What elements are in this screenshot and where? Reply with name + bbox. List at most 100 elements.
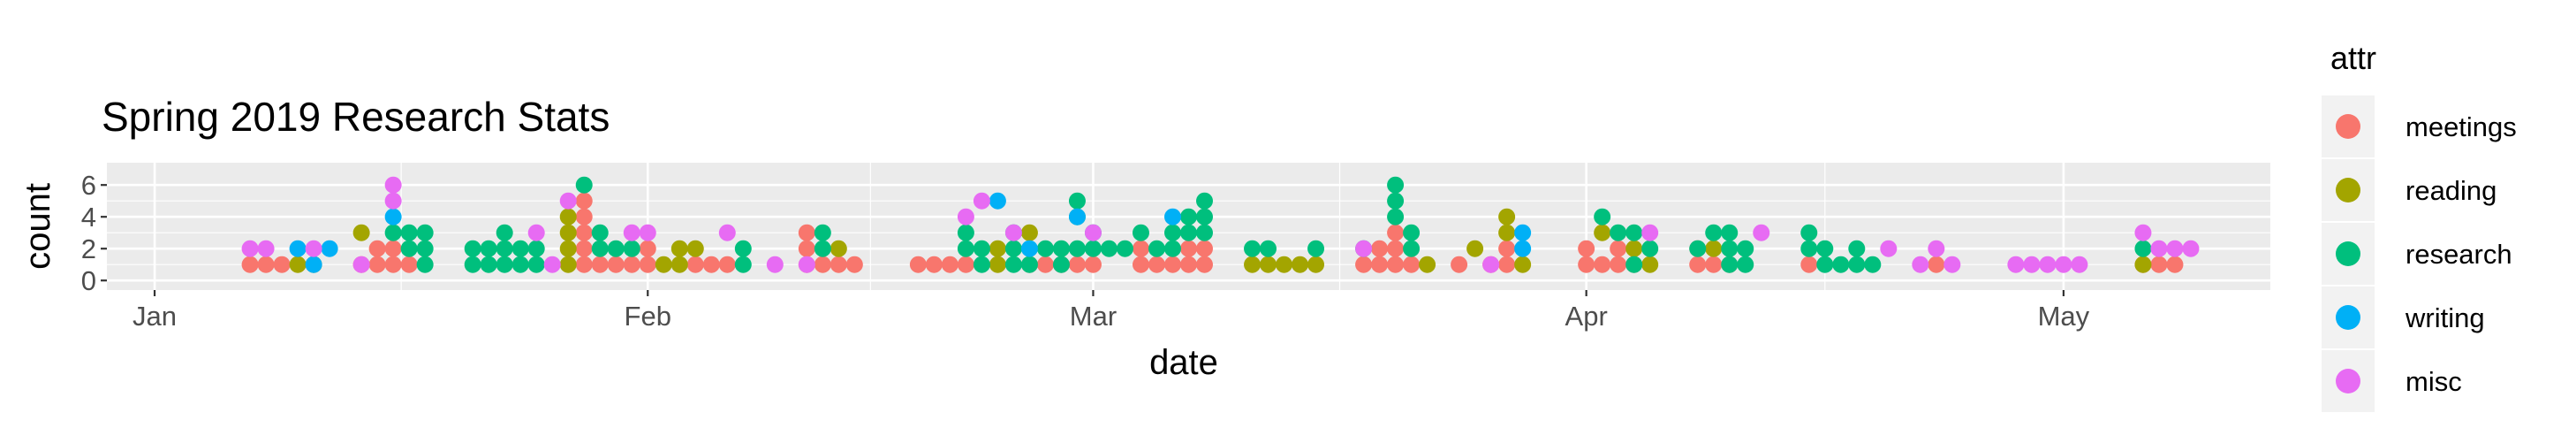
data-point-research <box>973 240 990 257</box>
data-point-reading <box>1260 256 1277 273</box>
series-writing <box>289 192 1532 273</box>
data-point-meetings <box>925 256 943 273</box>
data-point-meetings <box>798 224 815 241</box>
data-point-meetings <box>575 208 593 225</box>
data-point-meetings <box>909 256 927 273</box>
data-point-misc <box>2182 240 2200 257</box>
data-point-meetings <box>1068 256 1086 273</box>
data-point-research <box>623 240 640 257</box>
data-point-meetings <box>1689 256 1707 273</box>
data-point-reading <box>1594 224 1611 241</box>
data-point-writing <box>384 208 402 225</box>
data-point-research <box>1260 240 1277 257</box>
data-point-research <box>1068 192 1086 210</box>
data-point-misc <box>1928 240 1945 257</box>
x-tick-label: Jan <box>133 301 177 332</box>
data-point-reading <box>1514 256 1532 273</box>
data-point-research <box>1244 240 1261 257</box>
data-point-meetings <box>1387 240 1405 257</box>
data-point-misc <box>1641 224 1659 241</box>
data-point-research <box>1036 240 1054 257</box>
data-point-research <box>1403 224 1421 241</box>
data-point-meetings <box>1355 256 1373 273</box>
data-point-misc <box>798 256 815 273</box>
legend-label-research: research <box>2406 239 2512 270</box>
legend-key-writing <box>2336 305 2360 330</box>
data-point-research <box>1196 208 1214 225</box>
data-point-meetings <box>1594 256 1611 273</box>
data-point-reading <box>289 256 307 273</box>
data-point-meetings <box>273 256 291 273</box>
data-points <box>241 176 2200 273</box>
data-point-reading <box>1625 240 1643 257</box>
data-point-research <box>1180 224 1197 241</box>
data-point-misc <box>623 224 640 241</box>
data-point-misc <box>1912 256 1929 273</box>
data-point-reading <box>559 208 577 225</box>
data-point-misc <box>352 256 370 273</box>
data-point-research <box>1196 224 1214 241</box>
data-point-misc <box>2150 240 2168 257</box>
data-point-research <box>1848 256 1866 273</box>
data-point-misc <box>384 176 402 194</box>
legend-label-reading: reading <box>2406 175 2496 206</box>
legend-key-meetings <box>2336 114 2360 139</box>
data-point-meetings <box>1578 256 1595 273</box>
data-point-research <box>511 240 529 257</box>
data-point-reading <box>671 240 688 257</box>
data-point-reading <box>686 240 704 257</box>
data-point-meetings <box>1800 256 1818 273</box>
data-point-reading <box>1244 256 1261 273</box>
data-point-reading <box>1307 256 1325 273</box>
data-point-misc <box>2007 256 2025 273</box>
data-point-writing <box>989 192 1006 210</box>
data-point-reading <box>352 224 370 241</box>
data-point-reading <box>1020 224 1038 241</box>
data-point-meetings <box>2166 256 2184 273</box>
data-point-meetings <box>1578 240 1595 257</box>
y-tick-label: 6 <box>81 170 96 201</box>
data-point-meetings <box>702 256 720 273</box>
data-point-misc <box>1355 240 1373 257</box>
data-point-research <box>1737 256 1754 273</box>
data-point-writing <box>305 256 322 273</box>
data-point-meetings <box>384 240 402 257</box>
data-point-writing <box>1514 224 1532 241</box>
data-point-research <box>1116 240 1133 257</box>
data-point-misc <box>1943 256 1961 273</box>
data-point-research <box>575 176 593 194</box>
data-point-research <box>957 240 974 257</box>
series-meetings <box>241 192 2184 273</box>
data-point-research <box>1800 224 1818 241</box>
legend-label-writing: writing <box>2405 302 2485 333</box>
data-point-misc <box>1004 224 1022 241</box>
data-point-research <box>2134 240 2152 257</box>
data-point-meetings <box>798 240 815 257</box>
data-point-research <box>1100 240 1118 257</box>
data-point-meetings <box>1387 224 1405 241</box>
data-point-reading <box>1498 224 1516 241</box>
y-tick-label: 0 <box>81 265 96 296</box>
x-axis-label: date <box>1149 343 1218 382</box>
data-point-reading <box>1498 208 1516 225</box>
data-point-meetings <box>830 256 847 273</box>
data-point-research <box>400 240 418 257</box>
series-misc <box>241 176 2200 273</box>
data-point-misc <box>241 240 259 257</box>
data-point-research <box>957 224 974 241</box>
data-point-research <box>384 224 402 241</box>
data-point-meetings <box>1036 256 1054 273</box>
data-point-misc <box>257 240 275 257</box>
data-point-research <box>1148 240 1165 257</box>
data-point-misc <box>1084 224 1102 241</box>
data-point-meetings <box>639 256 656 273</box>
data-point-research <box>1800 240 1818 257</box>
data-point-writing <box>1020 240 1038 257</box>
data-point-research <box>1180 208 1197 225</box>
data-point-meetings <box>257 256 275 273</box>
data-point-research <box>496 256 513 273</box>
data-point-research <box>464 256 481 273</box>
data-point-reading <box>655 256 672 273</box>
data-point-misc <box>559 192 577 210</box>
